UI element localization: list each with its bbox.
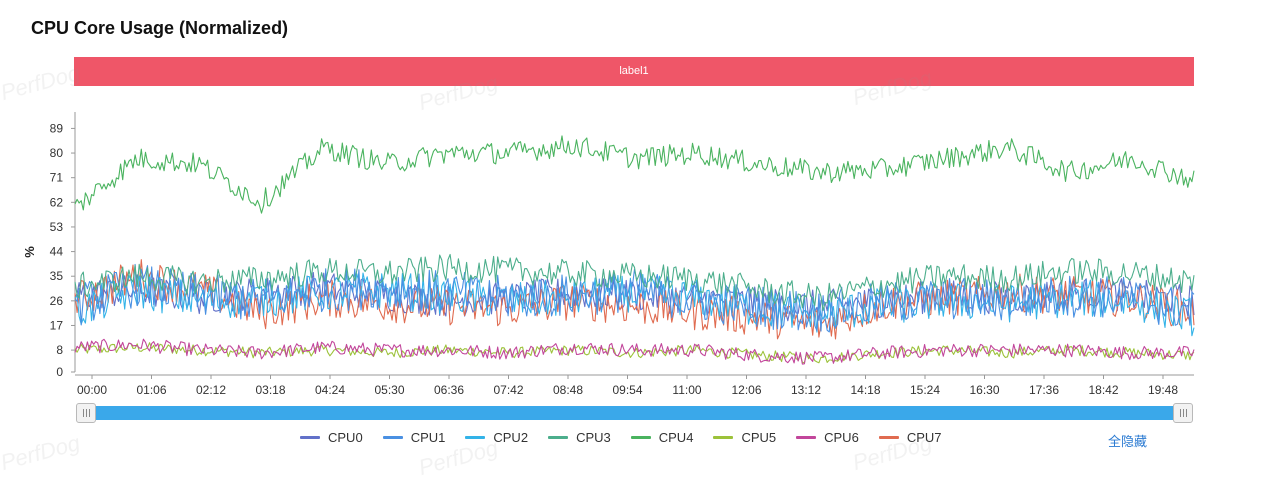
x-tick-label: 09:54	[612, 383, 642, 397]
y-axis-label: %	[22, 246, 37, 258]
x-tick-label: 12:06	[731, 383, 761, 397]
zoom-slider-left-handle[interactable]	[76, 403, 96, 423]
legend-item-cpu2[interactable]: CPU2	[465, 430, 528, 445]
hide-all-button[interactable]: 全隐藏	[1108, 434, 1148, 449]
x-tick-label: 07:42	[493, 383, 523, 397]
x-tick-label: 11:00	[672, 383, 701, 397]
x-tick-label: 01:06	[136, 383, 166, 397]
x-tick-label: 17:36	[1029, 383, 1059, 397]
x-tick-label: 13:12	[791, 383, 821, 397]
x-tick-label: 08:48	[553, 383, 583, 397]
y-tick-label: 17	[50, 318, 64, 332]
x-tick-label: 02:12	[196, 383, 226, 397]
y-tick-label: 35	[50, 269, 64, 283]
legend-item-cpu0[interactable]: CPU0	[300, 430, 363, 445]
y-tick-label: 53	[50, 220, 64, 234]
legend-label: CPU0	[328, 430, 363, 445]
y-tick-label: 8	[56, 343, 63, 357]
y-tick-label: 44	[50, 245, 64, 259]
chart-legend: CPU0 CPU1 CPU2 CPU3 CPU4 CPU5 CPU6 CPU7	[300, 430, 962, 445]
legend-swatch	[465, 436, 486, 439]
x-tick-label: 03:18	[255, 383, 285, 397]
x-tick-label: 00:00	[77, 383, 107, 397]
zoom-slider-track[interactable]	[80, 406, 1182, 420]
x-tick-label: 14:18	[850, 383, 880, 397]
series-line-cpu3	[74, 253, 1195, 312]
y-tick-label: 80	[50, 146, 64, 160]
y-tick-label: 62	[50, 195, 64, 209]
y-tick-label: 0	[56, 365, 63, 379]
legend-swatch	[878, 436, 899, 439]
chart-title: CPU Core Usage (Normalized)	[31, 18, 289, 38]
legend-item-cpu1[interactable]: CPU1	[382, 430, 446, 445]
x-tick-label: 06:36	[434, 383, 464, 397]
series-line-cpu4	[74, 135, 1195, 214]
legend-swatch	[796, 436, 817, 439]
legend-item-cpu3[interactable]: CPU3	[548, 430, 611, 445]
x-tick-label: 16:30	[969, 383, 999, 397]
series-line-cpu6	[74, 338, 1195, 365]
series-layer	[74, 135, 1195, 365]
watermark: PerfDog	[0, 429, 83, 476]
legend-label: CPU3	[576, 430, 611, 445]
x-tick-label: 04:24	[315, 383, 345, 397]
legend-item-cpu5[interactable]: CPU5	[713, 430, 776, 445]
legend-item-cpu7[interactable]: CPU7	[878, 430, 942, 445]
zoom-slider-right-handle[interactable]	[1173, 403, 1193, 423]
x-tick-label: 05:30	[374, 383, 404, 397]
y-tick-label: 71	[50, 171, 64, 185]
legend-label: CPU4	[658, 430, 694, 445]
y-tick-label: 89	[50, 121, 64, 135]
legend-swatch	[300, 436, 320, 439]
series-line-cpu2	[74, 272, 1195, 337]
legend-item-cpu6[interactable]: CPU6	[796, 430, 859, 445]
x-tick-label: 15:24	[910, 383, 940, 397]
legend-label: CPU5	[741, 430, 777, 445]
legend-label: CPU7	[906, 430, 942, 445]
legend-label: CPU2	[493, 430, 529, 445]
legend-label: CPU1	[410, 430, 446, 445]
legend-swatch	[382, 436, 403, 439]
y-tick-label: 26	[50, 294, 64, 308]
legend-swatch	[713, 436, 734, 439]
legend-item-cpu4[interactable]: CPU4	[630, 430, 694, 445]
legend-swatch	[630, 436, 651, 439]
chart-axes: % 0 8 17 26 35 44 53 62 71 80 89 00:00 01:06 02:12 03:1…	[22, 112, 1194, 397]
x-tick-label: 18:42	[1088, 383, 1118, 397]
cpu-usage-chart: % 0 8 17 26 35 44 53 62 71 80 89 00:00 01:06 02:12 03:1…	[22, 112, 1195, 397]
x-tick-label: 19:48	[1148, 383, 1178, 397]
series-line-cpu1	[74, 263, 1195, 333]
label-bar: label1	[74, 57, 1194, 86]
legend-swatch	[548, 436, 569, 439]
legend-label: CPU6	[824, 430, 859, 445]
